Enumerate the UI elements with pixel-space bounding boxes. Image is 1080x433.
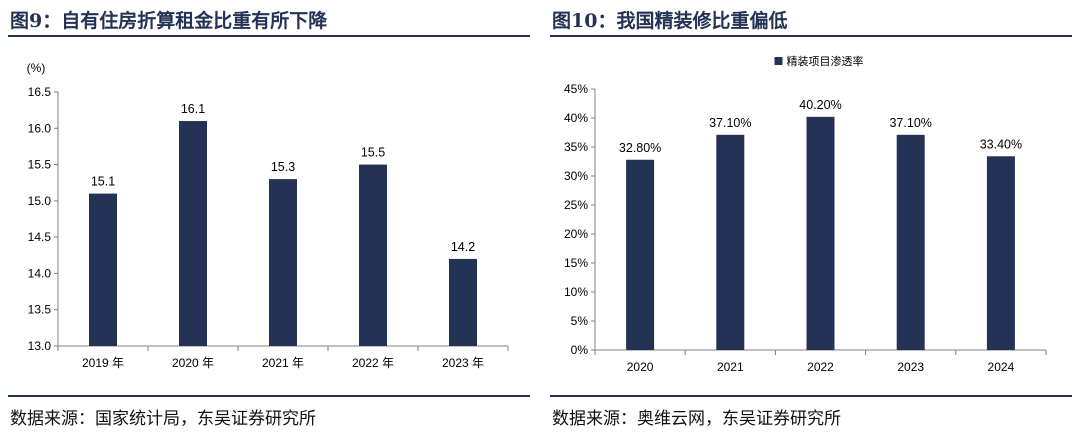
legend-label: 精装项目渗透率 <box>787 54 864 68</box>
y-tick-label: 20% <box>564 227 588 241</box>
x-tick-label: 2021 年 <box>262 356 304 370</box>
bar <box>89 193 117 346</box>
y-tick-label: 25% <box>564 198 588 212</box>
x-tick-label: 2023 <box>897 360 924 374</box>
y-tick-label: 13.5 <box>28 303 52 317</box>
y-tick-label: 16.5 <box>28 85 52 99</box>
figure-title: 图9：自有住房折算租金比重有所下降 <box>10 10 328 32</box>
y-tick-label: 0% <box>571 343 589 357</box>
figure-title: 图10：我国精装修比重偏低 <box>552 10 788 32</box>
chart-right: 0% 5% 10% 15% 20% 25% 30% 35% 40% 45% 32.80% 2020 37… <box>564 54 1047 374</box>
bar <box>359 164 387 346</box>
bar <box>179 121 207 347</box>
y-tick-label: 14.5 <box>28 230 52 244</box>
data-label: 37.10% <box>889 116 931 130</box>
x-tick-label: 2020 <box>627 360 654 374</box>
x-tick-label: 2022 <box>807 360 834 374</box>
chart-left: 13.0 13.5 14.0 14.5 15.0 15.5 16.0 16.5 15.1 2019… <box>27 61 509 370</box>
bar <box>626 159 655 350</box>
bar <box>716 134 745 350</box>
y-tick-label: 40% <box>564 111 588 125</box>
x-tick-label: 2024 <box>988 360 1015 374</box>
y-tick-label: 10% <box>564 285 588 299</box>
y-tick-label: 15.5 <box>28 158 52 172</box>
data-label: 32.80% <box>619 141 661 155</box>
source-divider <box>550 395 1072 397</box>
y-tick-label: 45% <box>564 82 588 96</box>
y-tick-label: 16.0 <box>28 121 52 135</box>
legend-swatch <box>774 57 783 65</box>
data-label: 37.10% <box>709 116 751 130</box>
data-label: 15.5 <box>361 146 385 160</box>
title-divider <box>8 35 530 37</box>
left-figure-panel: 图9：自有住房折算租金比重有所下降 13.0 13.5 14.0 14.5 15.0 15… <box>8 0 530 433</box>
bar <box>986 156 1015 350</box>
data-label: 15.3 <box>271 160 295 174</box>
y-tick-label: 15.0 <box>28 194 52 208</box>
x-tick-label: 2022 年 <box>352 356 394 370</box>
source-note: 数据来源：国家统计局，东吴证券研究所 <box>10 409 316 429</box>
unit-label: (%) <box>27 61 46 75</box>
x-tick-label: 2020 年 <box>172 356 214 370</box>
title-divider <box>550 35 1072 37</box>
y-tick-label: 35% <box>564 140 588 154</box>
bar <box>449 258 477 346</box>
bar <box>806 116 835 350</box>
data-label: 16.1 <box>181 102 205 116</box>
y-tick-label: 5% <box>571 314 589 328</box>
data-label: 33.40% <box>980 137 1022 151</box>
bar <box>269 179 297 346</box>
y-tick-label: 15% <box>564 256 588 270</box>
y-tick-label: 30% <box>564 169 588 183</box>
data-label: 15.1 <box>91 175 115 189</box>
bar <box>896 134 925 350</box>
right-figure-panel: 图10：我国精装修比重偏低 0% 5% 10% 15% 20% 25% 30% 35% 40% 4… <box>550 0 1072 433</box>
data-label: 14.2 <box>451 240 475 254</box>
source-divider <box>8 395 530 397</box>
x-tick-label: 2019 年 <box>82 356 124 370</box>
y-tick-label: 13.0 <box>28 339 52 353</box>
x-tick-label: 2023 年 <box>442 356 484 370</box>
source-note: 数据来源：奥维云网，东吴证券研究所 <box>552 409 841 429</box>
data-label: 40.20% <box>799 98 841 112</box>
y-tick-label: 14.0 <box>28 266 52 280</box>
x-tick-label: 2021 <box>717 360 744 374</box>
